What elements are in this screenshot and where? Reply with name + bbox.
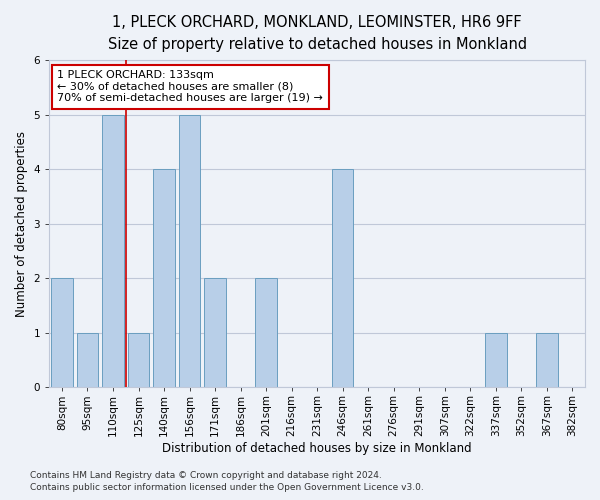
Bar	[153, 170, 175, 388]
Title: 1, PLECK ORCHARD, MONKLAND, LEOMINSTER, HR6 9FF
Size of property relative to det: 1, PLECK ORCHARD, MONKLAND, LEOMINSTER, …	[107, 15, 527, 52]
Text: Contains HM Land Registry data © Crown copyright and database right 2024.
Contai: Contains HM Land Registry data © Crown c…	[30, 471, 424, 492]
Bar	[51, 278, 73, 388]
Bar	[332, 170, 353, 388]
Y-axis label: Number of detached properties: Number of detached properties	[15, 131, 28, 317]
Bar	[128, 333, 149, 388]
Bar	[536, 333, 557, 388]
Bar	[255, 278, 277, 388]
X-axis label: Distribution of detached houses by size in Monkland: Distribution of detached houses by size …	[162, 442, 472, 455]
Bar	[485, 333, 506, 388]
Bar	[179, 115, 200, 388]
Bar	[204, 278, 226, 388]
Bar	[102, 115, 124, 388]
Bar	[77, 333, 98, 388]
Text: 1 PLECK ORCHARD: 133sqm
← 30% of detached houses are smaller (8)
70% of semi-det: 1 PLECK ORCHARD: 133sqm ← 30% of detache…	[57, 70, 323, 103]
